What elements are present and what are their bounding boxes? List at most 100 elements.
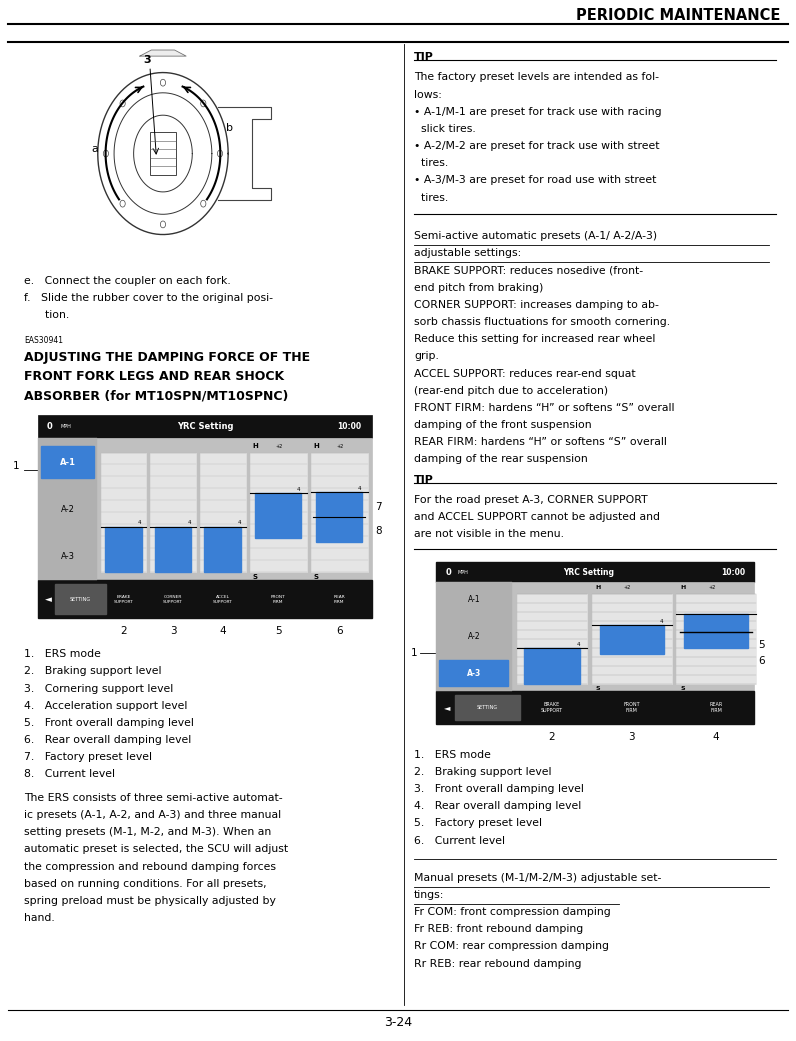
Bar [435,582,755,691]
Text: ic presets (A-1, A-2, and A-3) and three manual: ic presets (A-1, A-2, and A-3) and three… [24,810,281,820]
Text: a: a [91,145,98,154]
Bar [439,660,509,686]
Text: CORNER
SUPPORT: CORNER SUPPORT [163,594,183,604]
Bar [100,453,146,572]
Bar [38,581,372,618]
Bar [310,453,368,572]
Text: • A-1/M-1 are preset for track use with racing: • A-1/M-1 are preset for track use with … [414,106,661,117]
Text: +2: +2 [275,445,283,449]
Text: hand.: hand. [24,913,55,923]
Text: YRC Setting: YRC Setting [177,423,233,431]
Text: 7: 7 [376,502,382,511]
Text: sorb chassis fluctuations for smooth cornering.: sorb chassis fluctuations for smooth cor… [414,316,670,327]
Text: Reduce this setting for increased rear wheel: Reduce this setting for increased rear w… [414,334,655,345]
Bar [249,453,306,572]
Text: damping of the rear suspension: damping of the rear suspension [414,454,587,464]
Bar [435,582,512,691]
Text: ADJUSTING THE DAMPING FORCE OF THE: ADJUSTING THE DAMPING FORCE OF THE [24,352,310,364]
Text: spring preload must be physically adjusted by: spring preload must be physically adjust… [24,896,275,906]
Text: S: S [596,686,600,691]
Bar [150,132,176,175]
Text: 0: 0 [445,567,451,577]
Text: REAR
FIRM: REAR FIRM [334,594,345,604]
Bar [524,648,580,684]
Text: +2: +2 [708,585,716,590]
Text: 4: 4 [576,641,580,646]
Text: 6: 6 [336,627,342,636]
Text: 10:00: 10:00 [720,567,745,577]
Text: damping of the front suspension: damping of the front suspension [414,420,591,430]
Text: Rr COM: rear compression damping: Rr COM: rear compression damping [414,941,609,951]
Polygon shape [140,50,186,56]
Bar [600,626,664,654]
Text: slick tires.: slick tires. [414,124,476,134]
Text: 4: 4 [138,520,142,525]
Text: H: H [314,443,319,449]
Text: end pitch from braking): end pitch from braking) [414,282,544,293]
Text: 4: 4 [660,619,663,625]
Bar [316,492,362,542]
Text: 1.   ERS mode: 1. ERS mode [414,750,491,760]
Text: tires.: tires. [414,158,448,169]
Text: REAR
FIRM: REAR FIRM [709,703,723,713]
Text: e.   Connect the coupler on each fork.: e. Connect the coupler on each fork. [24,276,231,286]
Text: 3-24: 3-24 [384,1016,412,1029]
Text: setting presets (M-1, M-2, and M-3). When an: setting presets (M-1, M-2, and M-3). Whe… [24,828,271,837]
Text: H: H [681,585,685,590]
Bar [38,438,96,581]
Text: 3: 3 [142,55,150,66]
Text: b: b [226,123,233,133]
Text: Fr REB: front rebound damping: Fr REB: front rebound damping [414,924,583,935]
Text: BRAKE
SUPPORT: BRAKE SUPPORT [541,703,563,713]
Text: adjustable settings:: adjustable settings: [414,248,521,258]
Text: 3.   Cornering support level: 3. Cornering support level [24,684,174,693]
Bar [150,453,196,572]
Text: 5.   Factory preset level: 5. Factory preset level [414,818,542,829]
Text: 4: 4 [188,520,191,525]
Text: ACCEL
SUPPORT: ACCEL SUPPORT [213,594,232,604]
Text: ◄: ◄ [443,703,450,712]
Text: 2: 2 [120,627,127,636]
Text: S: S [314,575,318,581]
Text: 4: 4 [357,485,361,490]
Text: MPH: MPH [458,569,469,575]
Text: S: S [252,575,257,581]
Bar [155,527,191,572]
Text: grip.: grip. [414,351,439,361]
Text: FRONT FIRM: hardens “H” or softens “S” overall: FRONT FIRM: hardens “H” or softens “S” o… [414,403,674,413]
Text: TIP: TIP [414,52,434,62]
Text: 4: 4 [220,627,226,636]
Text: The factory preset levels are intended as fol-: The factory preset levels are intended a… [414,73,659,82]
Text: based on running conditions. For all presets,: based on running conditions. For all pre… [24,879,267,889]
Text: S: S [681,686,685,691]
Bar [685,613,748,648]
Text: 0: 0 [47,423,53,431]
Text: 3: 3 [170,627,177,636]
Text: the compression and rebound damping forces: the compression and rebound damping forc… [24,862,276,871]
Text: 6.   Current level: 6. Current level [414,836,505,845]
Text: and ACCEL SUPPORT cannot be adjusted and: and ACCEL SUPPORT cannot be adjusted and [414,512,660,523]
Text: A-1: A-1 [60,458,76,466]
Text: FRONT
FIRM: FRONT FIRM [623,703,640,713]
Text: 6.   Rear overall damping level: 6. Rear overall damping level [24,735,191,745]
Text: 4.   Rear overall damping level: 4. Rear overall damping level [414,802,581,811]
Text: • A-3/M-3 are preset for road use with street: • A-3/M-3 are preset for road use with s… [414,175,656,185]
Text: f.   Slide the rubber cover to the original posi-: f. Slide the rubber cover to the origina… [24,294,273,303]
Bar [455,694,520,720]
Text: 8: 8 [376,526,382,536]
Text: 4: 4 [712,732,720,742]
Text: Semi-active automatic presets (A-1/ A-2/A-3): Semi-active automatic presets (A-1/ A-2/… [414,231,657,242]
Bar [677,593,756,684]
Text: REAR FIRM: hardens “H” or softens “S” overall: REAR FIRM: hardens “H” or softens “S” ov… [414,437,667,448]
Text: EAS30941: EAS30941 [24,336,63,345]
Text: 5: 5 [759,640,765,651]
Bar [41,446,94,479]
Bar [200,453,245,572]
Text: 4: 4 [237,520,241,525]
Text: 4.   Acceleration support level: 4. Acceleration support level [24,701,187,711]
Text: lows:: lows: [414,90,442,100]
Text: PERIODIC MAINTENANCE: PERIODIC MAINTENANCE [576,8,780,23]
Text: BRAKE SUPPORT: reduces nosedive (front-: BRAKE SUPPORT: reduces nosedive (front- [414,265,643,276]
Text: 4: 4 [296,487,300,491]
Bar [205,527,241,572]
